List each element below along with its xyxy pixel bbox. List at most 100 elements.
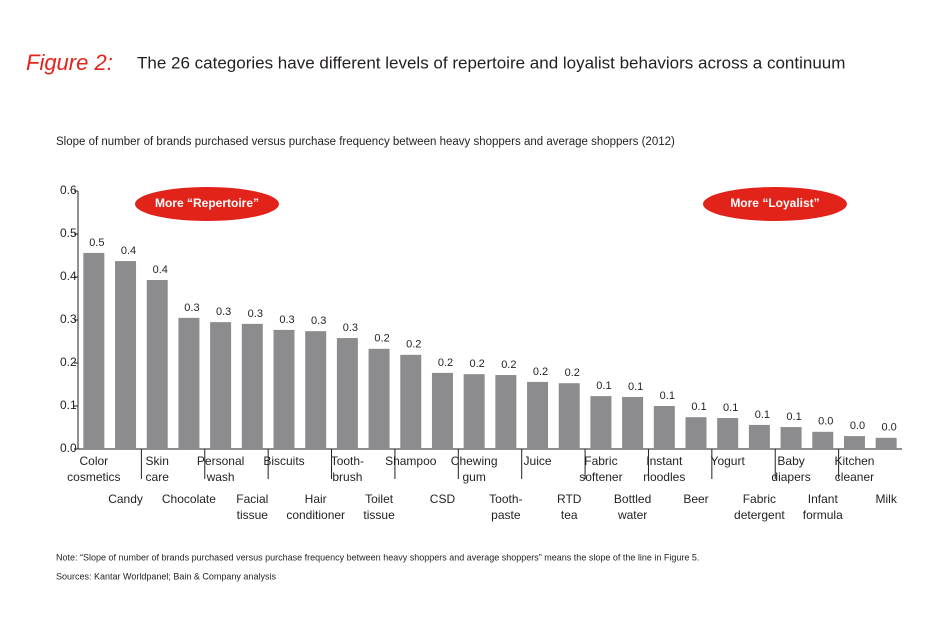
x-tick-label-line: Yogurt: [711, 454, 746, 468]
y-tick-label: 0.2: [60, 355, 77, 369]
annotation: More “Repertoire”: [155, 196, 259, 210]
bar: [780, 427, 802, 449]
source: Sources: Kantar Worldpanel; Bain & Compa…: [56, 571, 276, 581]
bar: [336, 338, 358, 449]
x-tick-label-line: Personal: [197, 454, 244, 468]
bar: [83, 252, 105, 449]
x-tick-label: Shampoo: [385, 454, 437, 468]
bar: [622, 396, 644, 449]
x-tick-label-line: diapers: [771, 470, 810, 484]
x-tick-label: Instant noodles: [643, 454, 685, 484]
x-tick-label-line: water: [617, 508, 647, 522]
value-label: 0.2: [406, 339, 421, 351]
bar: [748, 424, 770, 449]
x-tick-label-line: Infant: [808, 492, 839, 506]
x-tick-label-line: Tooth-: [331, 454, 364, 468]
y-tick-label: 0.5: [60, 226, 77, 240]
value-label: 0.3: [248, 308, 263, 320]
x-tick-label: Fabric detergent: [734, 492, 785, 522]
x-tick-label: Baby diapers: [771, 454, 810, 484]
value-label: 0.3: [343, 322, 358, 334]
value-label: 0.0: [850, 420, 865, 432]
x-tick-label-line: tissue: [363, 508, 395, 522]
x-tick-label-line: Tooth-: [489, 492, 522, 506]
value-label: 0.4: [121, 245, 136, 257]
x-tick-label: Chewing gum: [451, 454, 498, 484]
value-label: 0.3: [216, 306, 231, 318]
x-tick-label: Tooth-brush: [331, 454, 364, 484]
x-tick-label-line: conditioner: [286, 508, 345, 522]
x-tick-label-line: detergent: [734, 508, 785, 522]
bar: [178, 317, 200, 449]
annotation-pill: [703, 187, 847, 221]
x-tick-label-line: Hair: [305, 492, 327, 506]
bar: [843, 436, 865, 449]
x-tick-label: Juice: [524, 454, 552, 468]
bar: [305, 331, 327, 449]
x-tick-label-line: Biscuits: [263, 454, 304, 468]
x-tick-label-line: Milk: [875, 492, 897, 506]
bar: [590, 396, 612, 449]
figure-label: Figure 2:: [26, 50, 113, 75]
y-tick-label: 0.0: [60, 441, 77, 455]
x-tick-label-line: Toilet: [365, 492, 394, 506]
annotation-pill: [135, 187, 279, 221]
bar: [400, 354, 422, 449]
x-tick-label: Fabric softener: [579, 454, 622, 484]
x-tick-label-line: Baby: [777, 454, 804, 468]
x-tick-label-line: Fabric: [584, 454, 617, 468]
x-tick-label-line: paste: [491, 508, 521, 522]
x-tick-label: Personal wash: [197, 454, 244, 484]
x-tick-label-line: Beer: [683, 492, 708, 506]
x-tick-label-line: brush: [332, 470, 362, 484]
x-tick-label: CSD: [430, 492, 456, 506]
x-tick-label-line: CSD: [430, 492, 456, 506]
x-tick-label-line: gum: [462, 470, 485, 484]
x-tick-label: Kitchen cleaner: [834, 454, 874, 484]
bar: [653, 406, 675, 449]
x-tick-label: Tooth-paste: [489, 492, 522, 522]
bar: [273, 329, 295, 449]
bar: [241, 323, 263, 449]
x-tick-label-line: Skin: [146, 454, 169, 468]
x-tick-label: Hair conditioner: [286, 492, 345, 522]
bar: [368, 348, 390, 449]
x-tick-label-line: cleaner: [835, 470, 874, 484]
bar: [146, 280, 168, 449]
x-tick-label: Chocolate: [162, 492, 216, 506]
x-tick-label: Candy: [108, 492, 143, 506]
x-tick-label: Bottled water: [614, 492, 651, 522]
value-label: 0.3: [279, 314, 294, 326]
bar: [717, 418, 739, 449]
x-tick-label-line: formula: [803, 508, 843, 522]
value-label: 0.1: [786, 411, 801, 423]
bar: [431, 372, 453, 449]
x-tick-label-line: Juice: [524, 454, 552, 468]
x-tick-label-line: Candy: [108, 492, 143, 506]
value-label: 0.1: [723, 402, 738, 414]
bar: [527, 381, 549, 449]
value-label: 0.1: [628, 381, 643, 393]
annotation: More “Loyalist”: [730, 196, 819, 210]
value-label: 0.2: [470, 358, 485, 370]
value-label: 0.1: [755, 409, 770, 421]
x-tick-label: Biscuits: [263, 454, 304, 468]
y-tick-label: 0.4: [60, 269, 77, 283]
value-label: 0.1: [691, 401, 706, 413]
x-tick-label: Beer: [683, 492, 708, 506]
value-label: 0.2: [565, 367, 580, 379]
value-label: 0.0: [882, 422, 897, 434]
value-label: 0.1: [596, 380, 611, 392]
x-tick-label-line: Kitchen: [834, 454, 874, 468]
x-tick-label-line: Instant: [646, 454, 683, 468]
value-label: 0.0: [818, 416, 833, 428]
x-tick-label: Facial tissue: [236, 492, 268, 522]
chart-subtitle: Slope of number of brands purchased vers…: [56, 136, 675, 148]
bar: [115, 261, 137, 449]
value-label: 0.2: [374, 333, 389, 345]
x-tick-label-line: Shampoo: [385, 454, 437, 468]
x-tick-label-line: Chewing: [451, 454, 498, 468]
y-tick-label: 0.6: [60, 183, 77, 197]
x-tick-label-line: tea: [561, 508, 578, 522]
value-label: 0.2: [438, 357, 453, 369]
